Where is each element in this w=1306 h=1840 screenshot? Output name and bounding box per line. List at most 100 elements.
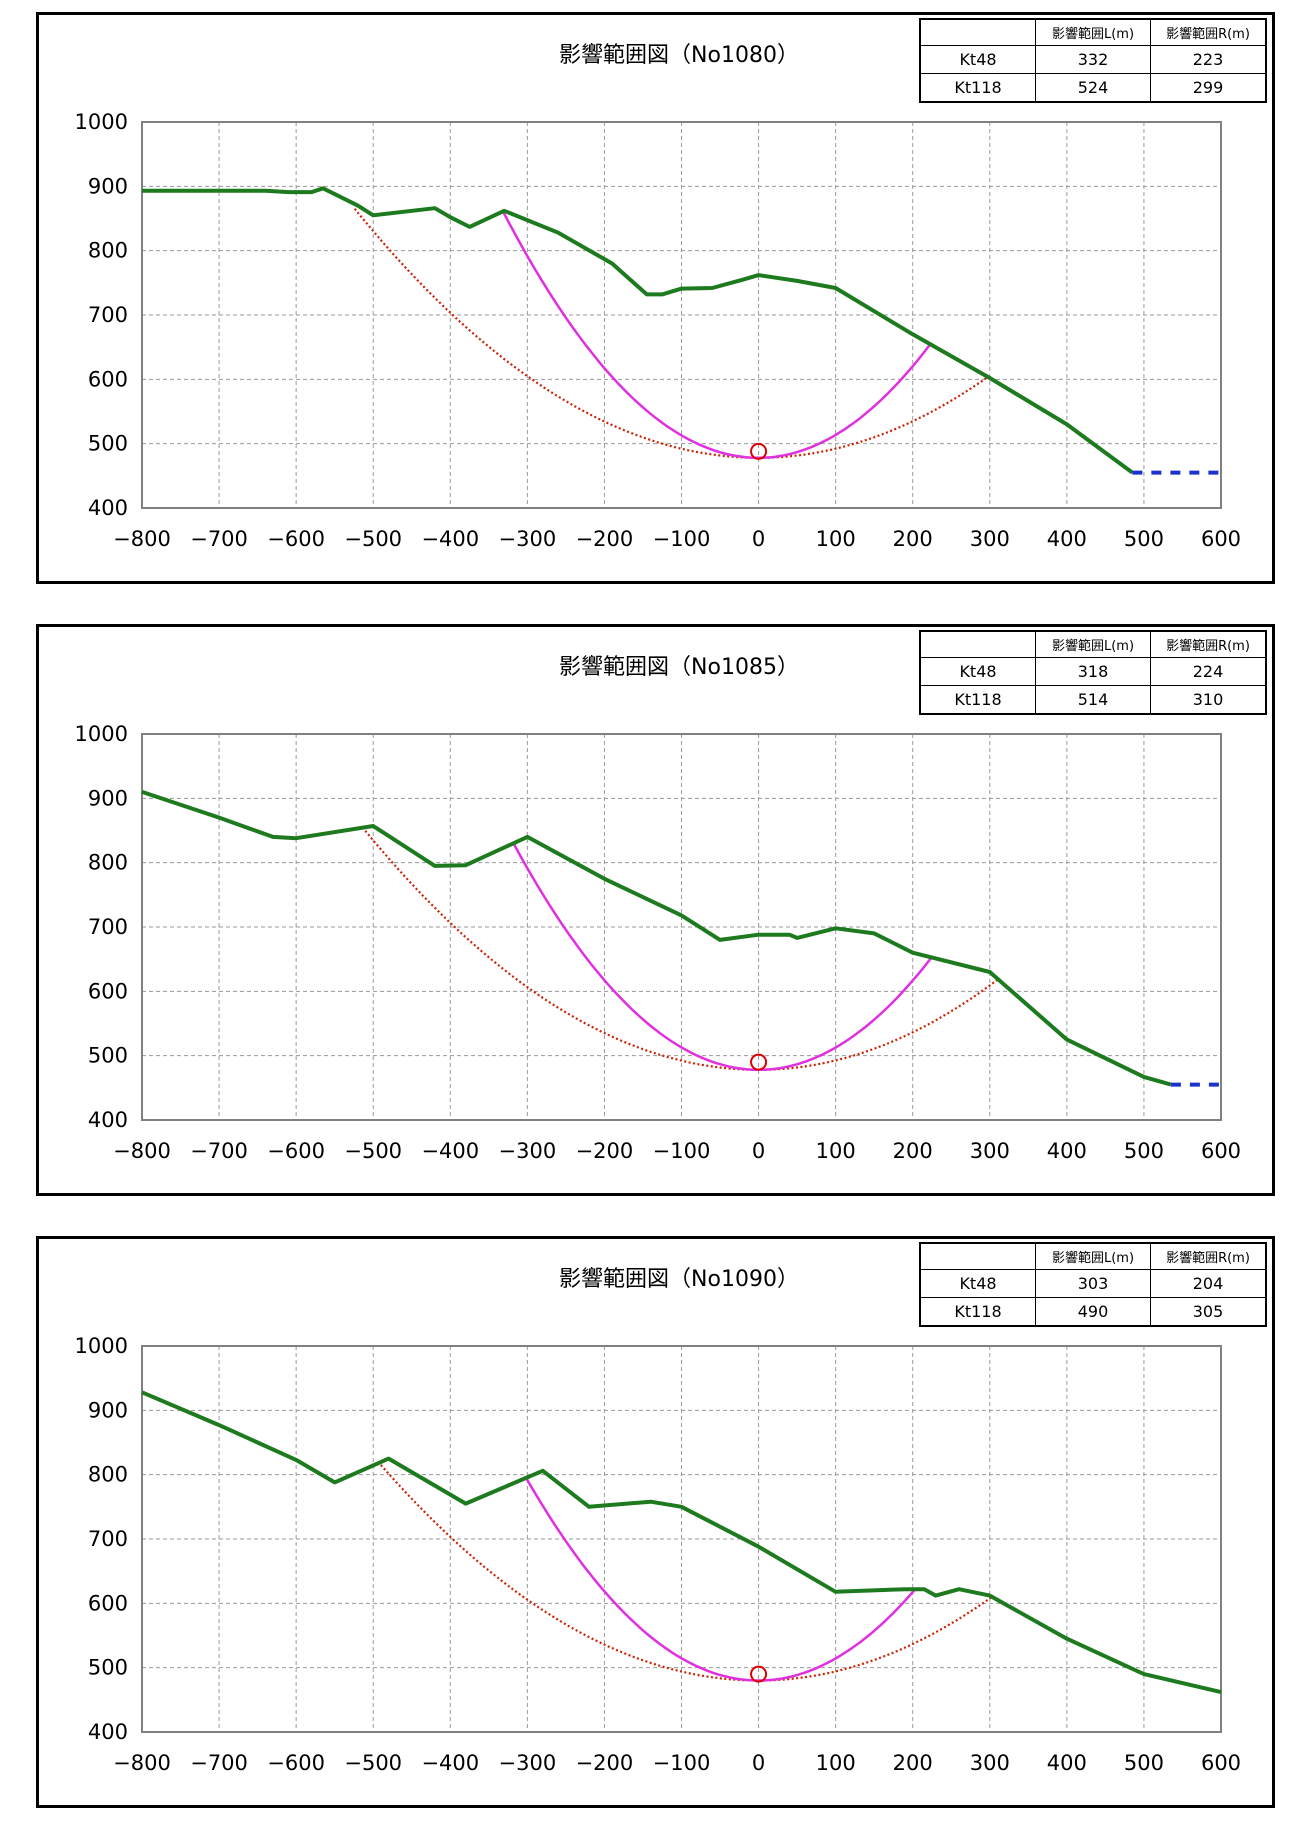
x-tick-label: 300: [970, 1751, 1010, 1775]
chart-panel-1: −800 −700 −600 −500 −400 −300 −200 −100 0 100 200 3…: [36, 12, 1275, 584]
value-left: 318: [1035, 657, 1151, 686]
y-tick-label: 700: [88, 915, 128, 939]
y-tick-label: 500: [88, 432, 128, 456]
x-tick-label: −100: [653, 527, 711, 551]
y-tick-label: 800: [88, 239, 128, 263]
table-header-blank: [919, 630, 1036, 658]
chart-svg-2: −800 −700 −600 −500 −400 −300 −200 −100 0 100 200 3…: [75, 722, 1242, 1163]
plot-border: [141, 733, 1222, 1121]
value-left: 332: [1035, 45, 1151, 74]
table-row: Kt48 318 224: [919, 657, 1267, 686]
row-label: Kt48: [919, 45, 1036, 74]
x-tick-label: −100: [653, 1139, 711, 1163]
x-tick-label: −600: [267, 527, 325, 551]
value-right: 299: [1150, 73, 1267, 103]
x-tick-label: 600: [1201, 527, 1241, 551]
x-tick-label: 200: [893, 527, 933, 551]
x-tick-label: −300: [499, 1751, 557, 1775]
table-row: Kt118 524 299: [919, 73, 1267, 103]
ground-profile-line: [142, 186, 1134, 475]
x-tick-label: 500: [1124, 1139, 1164, 1163]
row-label: Kt118: [919, 685, 1036, 715]
y-tick-label: 700: [88, 303, 128, 327]
y-tick-label: 600: [88, 979, 128, 1003]
value-right: 305: [1150, 1297, 1267, 1327]
x-tick-label: 400: [1047, 1751, 1087, 1775]
x-tick-label: −500: [344, 1139, 402, 1163]
row-label: Kt48: [919, 657, 1036, 686]
y-tick-label: 1000: [75, 110, 128, 134]
x-tick-label: 0: [752, 1751, 765, 1775]
chart-title: 影響範囲図（No1085）: [559, 655, 799, 680]
table-header-right: 影響範囲R(m): [1150, 18, 1267, 46]
value-right: 224: [1150, 657, 1267, 686]
table-row: Kt48 303 204: [919, 1269, 1267, 1298]
x-tick-label: 100: [816, 1139, 856, 1163]
x-tick-label: 600: [1201, 1139, 1241, 1163]
x-tick-label: 400: [1047, 527, 1087, 551]
chart-title: 影響範囲図（No1080）: [559, 43, 799, 68]
x-tick-label: 0: [752, 1139, 765, 1163]
plot-border: [141, 1345, 1222, 1733]
x-tick-label: −400: [421, 1751, 479, 1775]
table-header-row: 影響範囲L(m) 影響範囲R(m): [919, 630, 1267, 658]
y-tick-label: 400: [88, 1108, 128, 1132]
x-tick-label: 100: [816, 527, 856, 551]
x-tick-label: −600: [267, 1139, 325, 1163]
value-right: 223: [1150, 45, 1267, 74]
x-tick-label: 400: [1047, 1139, 1087, 1163]
value-left: 524: [1035, 73, 1151, 103]
table-header-right: 影響範囲R(m): [1150, 630, 1267, 658]
x-tick-label: −400: [421, 1139, 479, 1163]
influence-arc-kt48: [501, 210, 932, 460]
ground-profile-line: [141, 1390, 1222, 1695]
y-tick-label: 600: [88, 367, 128, 391]
table-header-left: 影響範囲L(m): [1035, 1242, 1151, 1270]
x-tick-label: 600: [1201, 1751, 1241, 1775]
center-marker: [750, 1053, 768, 1071]
row-label: Kt48: [919, 1269, 1036, 1298]
range-table: 影響範囲L(m) 影響範囲R(m) Kt48 332 223 Kt118 524…: [919, 18, 1267, 103]
table-header-left: 影響範囲L(m): [1035, 630, 1151, 658]
x-tick-label: 0: [752, 527, 765, 551]
center-marker: [750, 1665, 768, 1683]
y-tick-label: 900: [88, 786, 128, 810]
x-tick-label: −100: [653, 1751, 711, 1775]
value-left: 514: [1035, 685, 1151, 715]
x-tick-label: −700: [190, 1751, 248, 1775]
table-row: Kt118 490 305: [919, 1297, 1267, 1327]
x-tick-label: −500: [344, 1751, 402, 1775]
chart-panel-2: −800 −700 −600 −500 −400 −300 −200 −100 0 100 200 3…: [36, 624, 1275, 1196]
x-tick-label: −800: [113, 1751, 171, 1775]
y-tick-label: 400: [88, 1720, 128, 1744]
x-tick-label: −500: [344, 527, 402, 551]
table-header-blank: [919, 1242, 1036, 1270]
table-header-right: 影響範囲R(m): [1150, 1242, 1267, 1270]
x-tick-label: −400: [421, 527, 479, 551]
x-tick-label: 500: [1124, 527, 1164, 551]
value-right: 204: [1150, 1269, 1267, 1298]
table-header-blank: [919, 18, 1036, 46]
plot-border: [141, 121, 1222, 509]
chart-svg-3: −800 −700 −600 −500 −400 −300 −200 −100 0 100 200 3…: [75, 1334, 1242, 1775]
y-tick-label: 600: [88, 1591, 128, 1615]
range-table: 影響範囲L(m) 影響範囲R(m) Kt48 303 204 Kt118 490…: [919, 1242, 1267, 1327]
center-marker: [750, 442, 768, 460]
y-tick-label: 800: [88, 851, 128, 875]
table-header-row: 影響範囲L(m) 影響範囲R(m): [919, 18, 1267, 46]
table-header-row: 影響範囲L(m) 影響範囲R(m): [919, 1242, 1267, 1270]
table-row: Kt118 514 310: [919, 685, 1267, 715]
y-tick-label: 800: [88, 1463, 128, 1487]
x-tick-label: 200: [893, 1751, 933, 1775]
chart-svg-1: −800 −700 −600 −500 −400 −300 −200 −100 0 100 200 3…: [75, 110, 1242, 551]
influence-arc-kt118: [353, 208, 990, 459]
x-tick-label: −200: [576, 1751, 634, 1775]
x-tick-label: −800: [113, 1139, 171, 1163]
x-tick-label: −200: [576, 527, 634, 551]
chart-panel-3: −800 −700 −600 −500 −400 −300 −200 −100 0 100 200 3…: [36, 1236, 1275, 1808]
y-tick-label: 1000: [75, 1334, 128, 1358]
ground-profile-line: [141, 790, 1172, 1087]
x-tick-label: 300: [970, 527, 1010, 551]
value-left: 303: [1035, 1269, 1151, 1298]
x-tick-label: −700: [190, 1139, 248, 1163]
